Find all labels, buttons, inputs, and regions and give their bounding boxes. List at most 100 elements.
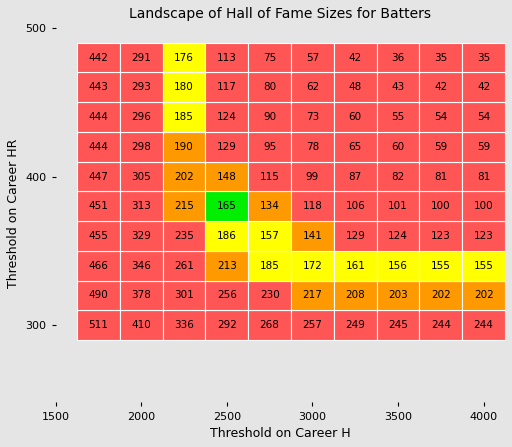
Text: 59: 59 [477, 142, 490, 152]
Bar [77, 72, 120, 102]
Bar [163, 221, 205, 251]
Text: 455: 455 [89, 231, 109, 241]
Text: 157: 157 [260, 231, 280, 241]
Text: 42: 42 [349, 53, 362, 63]
Text: 185: 185 [260, 261, 280, 271]
Bar [248, 162, 291, 191]
Text: 106: 106 [346, 201, 365, 211]
Bar [205, 72, 248, 102]
Text: 291: 291 [131, 53, 151, 63]
Text: 244: 244 [474, 320, 494, 330]
Text: 113: 113 [217, 53, 237, 63]
Text: 80: 80 [263, 82, 276, 93]
Bar [377, 281, 419, 310]
Text: 256: 256 [217, 291, 237, 300]
Bar [205, 43, 248, 72]
Text: 208: 208 [346, 291, 365, 300]
Bar [377, 310, 419, 340]
Bar [77, 221, 120, 251]
Text: 73: 73 [306, 112, 319, 122]
Text: 134: 134 [260, 201, 280, 211]
Bar [163, 251, 205, 281]
Text: 78: 78 [306, 142, 319, 152]
Text: 81: 81 [434, 172, 447, 181]
Text: 156: 156 [388, 261, 408, 271]
Bar [205, 221, 248, 251]
Bar [419, 162, 462, 191]
Bar [77, 310, 120, 340]
Bar [377, 132, 419, 162]
Bar [205, 251, 248, 281]
Bar [377, 221, 419, 251]
Bar [334, 72, 377, 102]
Bar [77, 102, 120, 132]
Bar [462, 251, 505, 281]
Text: 55: 55 [392, 112, 404, 122]
Text: 35: 35 [477, 53, 490, 63]
Bar [462, 132, 505, 162]
Bar [419, 310, 462, 340]
Bar [291, 72, 334, 102]
Text: 42: 42 [434, 82, 447, 93]
Bar [334, 251, 377, 281]
Text: 117: 117 [217, 82, 237, 93]
Bar [248, 221, 291, 251]
Text: 115: 115 [260, 172, 280, 181]
Text: 148: 148 [217, 172, 237, 181]
Text: 313: 313 [131, 201, 151, 211]
Text: 444: 444 [89, 142, 109, 152]
Bar [462, 43, 505, 72]
Text: 336: 336 [174, 320, 194, 330]
Bar [248, 191, 291, 221]
Bar [334, 132, 377, 162]
Text: 161: 161 [345, 261, 365, 271]
Bar [205, 191, 248, 221]
Bar [77, 43, 120, 72]
Bar [377, 72, 419, 102]
Text: 410: 410 [132, 320, 151, 330]
Text: 230: 230 [260, 291, 280, 300]
Bar [291, 251, 334, 281]
Bar [334, 43, 377, 72]
Bar [120, 132, 163, 162]
Text: 444: 444 [89, 112, 109, 122]
Bar [334, 281, 377, 310]
Text: 245: 245 [388, 320, 408, 330]
Text: 35: 35 [434, 53, 447, 63]
Bar [248, 132, 291, 162]
Text: 141: 141 [303, 231, 323, 241]
Bar [419, 43, 462, 72]
Bar [120, 191, 163, 221]
Bar [419, 102, 462, 132]
Bar [77, 281, 120, 310]
Bar [77, 132, 120, 162]
Bar [248, 310, 291, 340]
Bar [291, 281, 334, 310]
Bar [291, 132, 334, 162]
Text: 213: 213 [217, 261, 237, 271]
Bar [163, 162, 205, 191]
Bar [462, 281, 505, 310]
Bar [163, 72, 205, 102]
Bar [377, 102, 419, 132]
Text: 346: 346 [131, 261, 151, 271]
Bar [377, 162, 419, 191]
X-axis label: Threshold on Career H: Threshold on Career H [210, 427, 351, 440]
Bar [377, 43, 419, 72]
Text: 378: 378 [131, 291, 151, 300]
Bar [291, 191, 334, 221]
Text: 257: 257 [303, 320, 323, 330]
Bar [419, 281, 462, 310]
Bar [462, 162, 505, 191]
Text: 54: 54 [477, 112, 490, 122]
Text: 123: 123 [431, 231, 451, 241]
Text: 443: 443 [89, 82, 109, 93]
Text: 202: 202 [431, 291, 451, 300]
Text: 90: 90 [263, 112, 276, 122]
Bar [120, 281, 163, 310]
Bar [291, 310, 334, 340]
Bar [248, 281, 291, 310]
Bar [120, 102, 163, 132]
Text: 123: 123 [474, 231, 494, 241]
Text: 118: 118 [303, 201, 323, 211]
